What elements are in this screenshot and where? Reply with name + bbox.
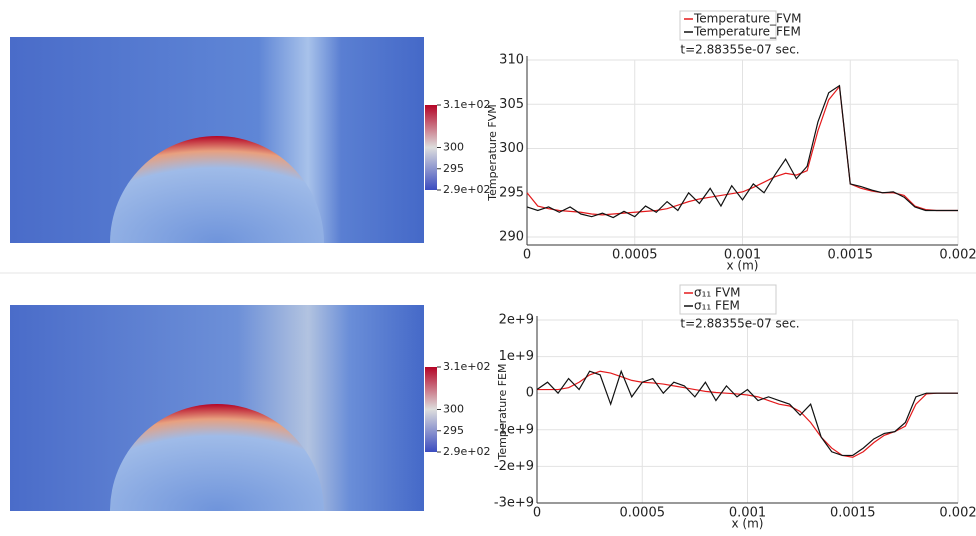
y-tick-label: -1e+9 (494, 422, 534, 437)
legend-label: Temperature_FEM (693, 25, 801, 39)
legend-label: σ₁₁ FVM (694, 286, 741, 300)
colorbar-label: 2.9e+02 (443, 445, 490, 458)
y-tick-label: -3e+9 (494, 496, 534, 511)
y-tick-label: 295 (499, 185, 524, 200)
series-line (537, 370, 958, 458)
y-axis-label: Temperature FVM (486, 104, 499, 202)
x-tick-label: 0.0015 (830, 506, 876, 521)
colorbar-label: 3.1e+02 (443, 360, 490, 373)
legend-box (679, 10, 777, 41)
legend-box (679, 284, 777, 315)
y-tick-label: 0 (526, 386, 534, 401)
series-line (536, 369, 958, 457)
legend-label: Temperature_FVM (693, 12, 801, 26)
colorbar-label: 300 (443, 403, 464, 416)
colorbar (425, 367, 437, 452)
x-tick-label: 0 (533, 506, 541, 521)
x-axis-label: x (m) (732, 517, 764, 531)
colorbar (425, 105, 437, 190)
x-tick-label: 0 (523, 248, 531, 263)
field-dome (110, 404, 324, 511)
chart-subtitle: t=2.88355e-07 sec. (680, 317, 799, 331)
series-line (526, 84, 958, 219)
y-tick-label: 305 (499, 97, 524, 112)
colorbar-label: 3.1e+02 (443, 98, 490, 111)
y-tick-label: 300 (499, 141, 524, 156)
y-tick-label: -2e+9 (494, 459, 534, 474)
x-tick-label: 0.002 (939, 506, 976, 521)
legend-label: σ₁₁ FEM (694, 299, 740, 313)
colorbar-label: 295 (443, 162, 464, 175)
x-tick-label: 0.001 (724, 248, 761, 263)
x-tick-label: 0.0005 (620, 506, 666, 521)
x-tick-label: 0.001 (729, 506, 766, 521)
colorbar-label: 300 (443, 141, 464, 154)
y-tick-label: 310 (499, 53, 524, 68)
y-tick-label: 1e+9 (499, 349, 534, 364)
field-dome (110, 136, 324, 243)
x-tick-label: 0.0015 (828, 248, 874, 263)
colorbar-label: 295 (443, 424, 464, 437)
y-tick-label: 290 (499, 230, 524, 245)
x-axis-label: x (m) (727, 259, 759, 273)
y-tick-label: 2e+9 (499, 313, 534, 328)
colorbar-label: 2.9e+02 (443, 183, 490, 196)
x-tick-label: 0.0005 (612, 248, 658, 263)
chart-subtitle: t=2.88355e-07 sec. (680, 43, 799, 57)
x-tick-label: 0.002 (939, 248, 976, 263)
y-axis-label: Temperature FEM (496, 364, 509, 461)
